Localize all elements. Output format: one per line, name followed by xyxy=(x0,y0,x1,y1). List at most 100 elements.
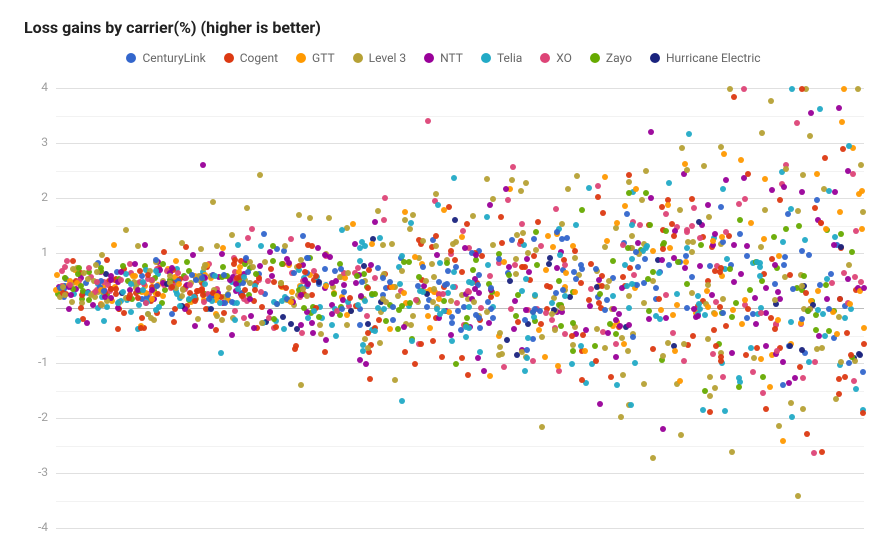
data-point xyxy=(453,264,459,270)
data-point xyxy=(681,358,687,364)
data-point xyxy=(469,280,475,286)
legend-item: GTT xyxy=(296,51,335,65)
data-point xyxy=(402,209,408,215)
data-point xyxy=(683,259,689,265)
data-point xyxy=(286,260,292,266)
data-point xyxy=(472,286,478,292)
data-point xyxy=(782,254,788,260)
data-point xyxy=(357,357,363,363)
legend-swatch-icon xyxy=(540,53,550,63)
data-point xyxy=(630,334,636,340)
legend-swatch-icon xyxy=(126,53,136,63)
data-point xyxy=(738,271,744,277)
data-point xyxy=(448,332,454,338)
data-point xyxy=(253,271,259,277)
data-point xyxy=(531,236,537,242)
data-point xyxy=(132,273,138,279)
data-point xyxy=(293,343,299,349)
data-point xyxy=(450,284,456,290)
data-point xyxy=(763,285,769,291)
data-point xyxy=(620,242,626,248)
data-point xyxy=(444,260,450,266)
data-point xyxy=(582,348,588,354)
data-point xyxy=(409,338,415,344)
data-point xyxy=(192,298,198,304)
data-point xyxy=(587,303,593,309)
data-point xyxy=(817,106,823,112)
data-point xyxy=(302,269,308,275)
data-point xyxy=(747,287,753,293)
data-point xyxy=(833,396,839,402)
data-point xyxy=(762,176,768,182)
data-point xyxy=(518,188,524,194)
data-point xyxy=(454,300,460,306)
data-point xyxy=(179,240,185,246)
data-point xyxy=(719,234,725,240)
data-point xyxy=(675,259,681,265)
data-point xyxy=(381,217,387,223)
data-point xyxy=(658,307,664,313)
data-point xyxy=(268,266,274,272)
data-point xyxy=(823,226,829,232)
data-point xyxy=(663,315,669,321)
data-point xyxy=(624,211,630,217)
data-point xyxy=(383,299,389,305)
legend-item: XO xyxy=(540,51,572,65)
data-point xyxy=(758,244,764,250)
data-point xyxy=(399,303,405,309)
data-point xyxy=(433,191,439,197)
data-point xyxy=(128,309,134,315)
data-point xyxy=(682,265,688,271)
data-point xyxy=(302,277,308,283)
data-point xyxy=(579,207,585,213)
data-point xyxy=(271,279,277,285)
data-point xyxy=(267,249,273,255)
data-point xyxy=(677,378,683,384)
data-point xyxy=(702,388,708,394)
data-point xyxy=(845,276,851,282)
data-point xyxy=(269,273,275,279)
data-point xyxy=(522,317,528,323)
data-point xyxy=(792,375,798,381)
data-point xyxy=(628,402,634,408)
data-point xyxy=(729,449,735,455)
data-point xyxy=(309,243,315,249)
data-point xyxy=(586,185,592,191)
data-point xyxy=(751,355,757,361)
data-point xyxy=(660,353,666,359)
legend-swatch-icon xyxy=(481,53,491,63)
legend-swatch-icon xyxy=(353,53,363,63)
data-point xyxy=(580,332,586,338)
data-point xyxy=(410,313,416,319)
data-point xyxy=(736,384,742,390)
data-point xyxy=(626,172,632,178)
data-point xyxy=(69,299,75,305)
data-point xyxy=(383,318,389,324)
data-point xyxy=(672,348,678,354)
data-point xyxy=(722,408,728,414)
data-point xyxy=(788,206,794,212)
data-point xyxy=(831,242,837,248)
data-point xyxy=(563,270,569,276)
data-point xyxy=(807,133,813,139)
data-point xyxy=(804,431,810,437)
data-point xyxy=(853,386,859,392)
data-point xyxy=(235,286,241,292)
data-point xyxy=(562,293,568,299)
data-point xyxy=(718,265,724,271)
data-point xyxy=(402,349,408,355)
data-point xyxy=(605,330,611,336)
data-point xyxy=(530,358,536,364)
data-point xyxy=(720,374,726,380)
data-point xyxy=(772,297,778,303)
data-point xyxy=(247,296,253,302)
data-point xyxy=(344,322,350,328)
data-point xyxy=(410,212,416,218)
data-point xyxy=(140,287,146,293)
data-point xyxy=(536,327,542,333)
data-point xyxy=(760,374,766,380)
data-point xyxy=(689,274,695,280)
data-point xyxy=(629,233,635,239)
data-point xyxy=(684,167,690,173)
data-point xyxy=(512,298,518,304)
